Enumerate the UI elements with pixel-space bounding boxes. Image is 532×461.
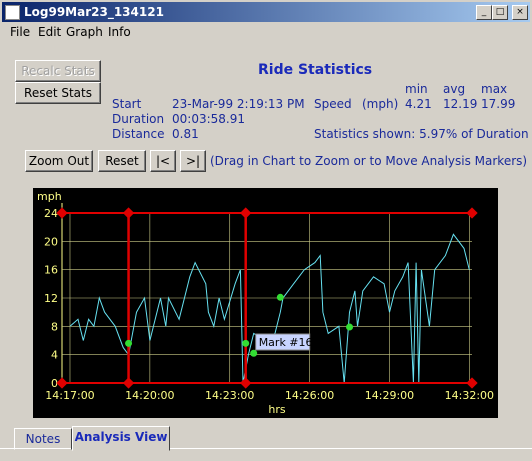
- stat-label: Duration: [112, 112, 165, 126]
- x-axis-label: hrs: [268, 403, 285, 416]
- speed-label: Speed: [314, 97, 352, 111]
- stats-title: Ride Statistics: [258, 62, 373, 78]
- y-tick-label: 16: [44, 264, 58, 277]
- chart[interactable]: mph hrs 0 4 8 12 16 20 24 14:17:00 14:20:00 14:23:0…: [33, 188, 498, 418]
- x-tick-label: 14:32:00: [445, 389, 494, 402]
- stat-value: 00:03:58.91: [172, 112, 245, 126]
- first-button[interactable]: |<: [150, 150, 176, 172]
- title-bar: Log99Mar23_134121: [2, 2, 530, 22]
- y-tick-label: 12: [44, 292, 58, 305]
- recalc-stats-button: Recalc Stats: [15, 60, 101, 82]
- point: [250, 349, 258, 357]
- last-button[interactable]: >|: [180, 150, 206, 172]
- stat-value: 0.81: [172, 127, 199, 141]
- menu-item[interactable]: Graph: [66, 25, 103, 39]
- marker-diamond: [240, 377, 252, 389]
- speed-header: max: [481, 82, 508, 96]
- x-tick-label: 14:20:00: [125, 389, 174, 402]
- x-tick-label: 14:17:00: [45, 389, 94, 402]
- marker-label-box: [255, 333, 311, 351]
- speed-header: avg: [443, 82, 466, 96]
- menu-item[interactable]: Info: [108, 25, 131, 39]
- speed-value: 17.99: [481, 97, 516, 111]
- point: [346, 323, 354, 331]
- close-button[interactable]: ×: [512, 5, 528, 20]
- x-tick-label: 14:26:00: [285, 389, 334, 402]
- minimize-button[interactable]: _: [476, 5, 492, 20]
- y-tick-label: 4: [51, 349, 58, 362]
- zoom-out-button[interactable]: Zoom Out: [25, 150, 93, 172]
- stat-label: Start: [112, 97, 142, 111]
- y-tick-label: 8: [51, 320, 58, 333]
- x-tick-label: 14:29:00: [365, 389, 414, 402]
- reset-button[interactable]: Reset: [98, 150, 146, 172]
- analysis-view-tab[interactable]: Analysis View: [72, 426, 170, 451]
- stats-shown: Statistics shown: 5.97% of Duration: [314, 127, 529, 141]
- notes-tab[interactable]: Notes: [14, 428, 72, 450]
- marker-label: Mark #16: [259, 336, 313, 349]
- range-diamond: [466, 377, 478, 389]
- speed-header: min: [405, 82, 428, 96]
- stat-label: Distance: [112, 127, 165, 141]
- tab-line: [0, 448, 532, 449]
- y-tick-label: 0: [51, 377, 58, 390]
- point: [276, 293, 284, 301]
- point: [125, 339, 133, 347]
- speed-value: 12.19: [443, 97, 478, 111]
- app-icon: [5, 5, 20, 20]
- reset-stats-button[interactable]: Reset Stats: [15, 82, 101, 104]
- window-title: Log99Mar23_134121: [24, 5, 164, 19]
- point: [242, 339, 250, 347]
- menu-item[interactable]: Edit: [38, 25, 62, 39]
- x-tick-label: 14:23:00: [205, 389, 254, 402]
- y-tick-label: 24: [44, 207, 58, 220]
- maximize-button[interactable]: □: [492, 5, 508, 20]
- speed-unit: (mph): [362, 97, 399, 111]
- y-axis-label: mph: [37, 190, 62, 203]
- menu-item[interactable]: File: [10, 25, 31, 39]
- hint: (Drag in Chart to Zoom or to Move Analys…: [210, 154, 528, 168]
- speed-value: 4.21: [405, 97, 432, 111]
- stat-value: 23-Mar-99 2:19:13 PM: [172, 97, 305, 111]
- y-tick-label: 20: [44, 235, 58, 248]
